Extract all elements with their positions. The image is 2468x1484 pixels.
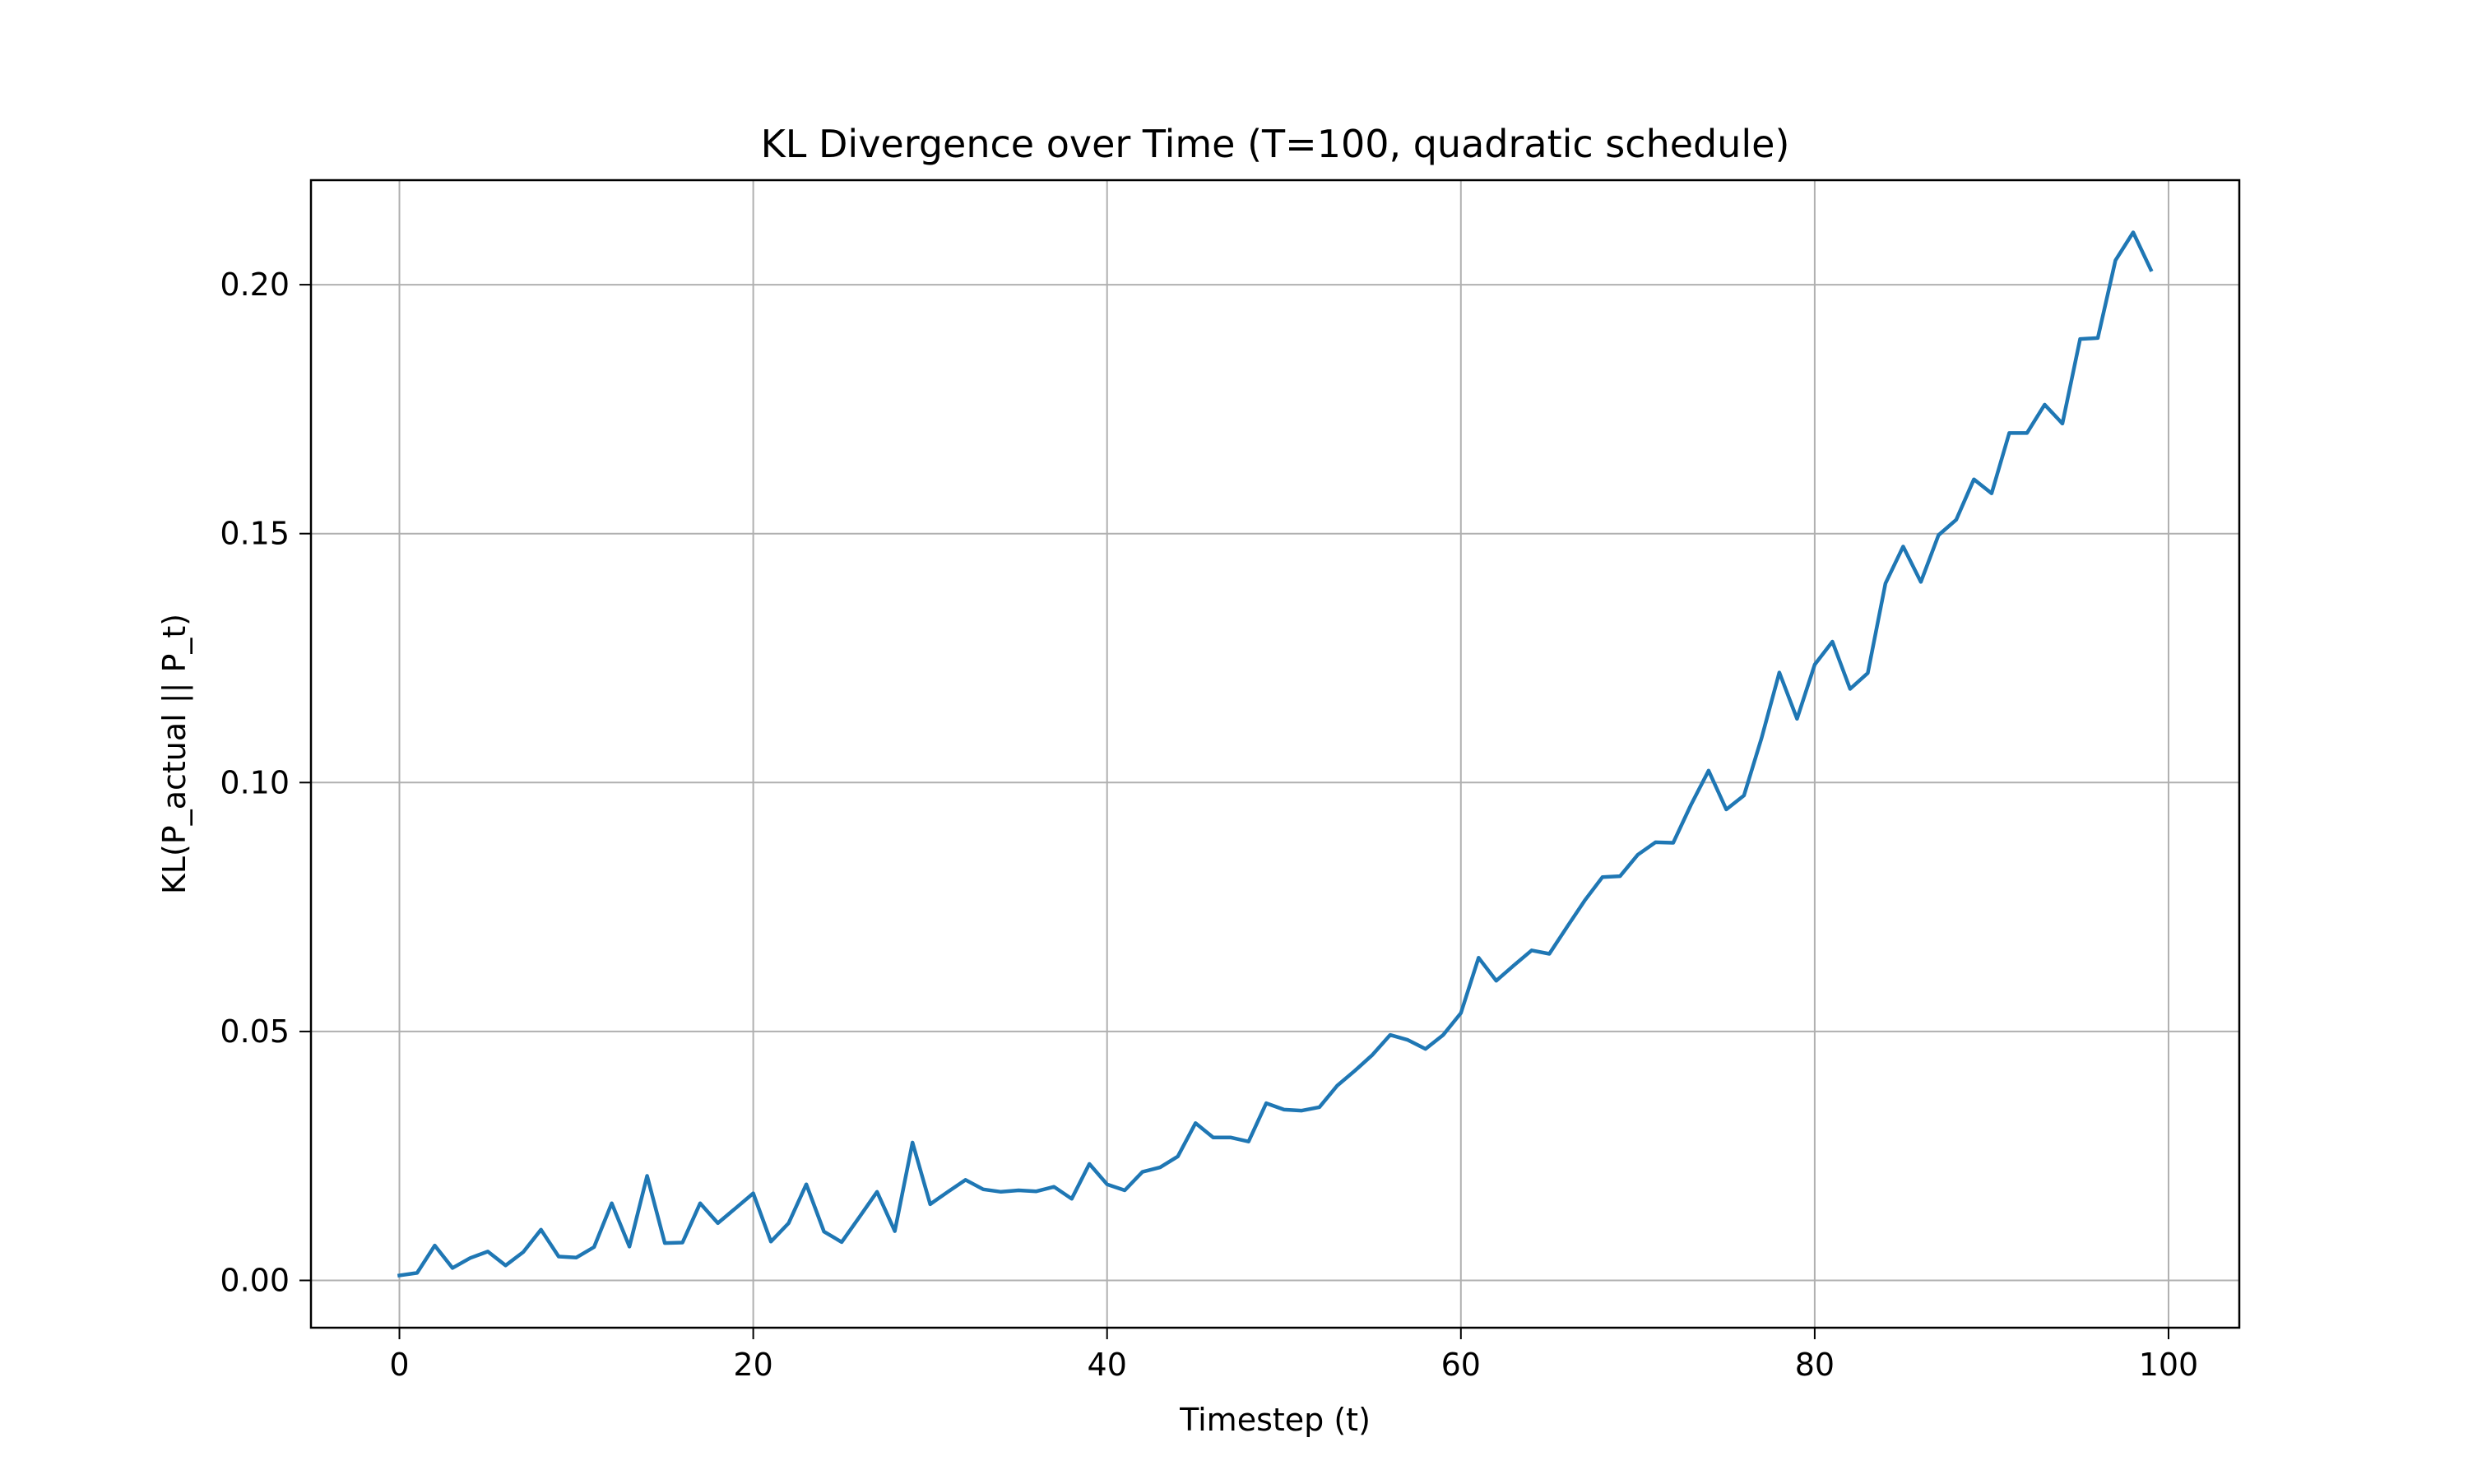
y-tick-label: 0.15 — [220, 516, 290, 552]
x-tick-label: 100 — [2139, 1347, 2199, 1383]
y-tick-label: 0.10 — [220, 764, 290, 800]
y-tick-label: 0.05 — [220, 1013, 290, 1050]
x-tick-label: 60 — [1441, 1347, 1481, 1383]
y-axis-label: KL(P_actual || P_t) — [156, 614, 193, 894]
y-tick-label: 0.00 — [220, 1263, 290, 1299]
y-tick-label: 0.20 — [220, 267, 290, 303]
grid-lines — [311, 180, 2239, 1328]
chart-title: KL Divergence over Time (T=100, quadrati… — [761, 122, 1790, 166]
series-line — [397, 230, 2154, 1278]
x-tick-label: 20 — [733, 1347, 772, 1383]
x-tick-label: 40 — [1088, 1347, 1127, 1383]
x-tick-label: 80 — [1795, 1347, 1835, 1383]
x-tick-label: 0 — [389, 1347, 409, 1383]
plot-frame — [309, 179, 2241, 1329]
ticks: 0 20 40 60 80 100 0.00 0.05 0.10 0.15 0.20 — [220, 267, 2198, 1383]
series-layer — [397, 230, 2154, 1278]
x-axis-label: Timestep (t) — [1179, 1402, 1371, 1438]
